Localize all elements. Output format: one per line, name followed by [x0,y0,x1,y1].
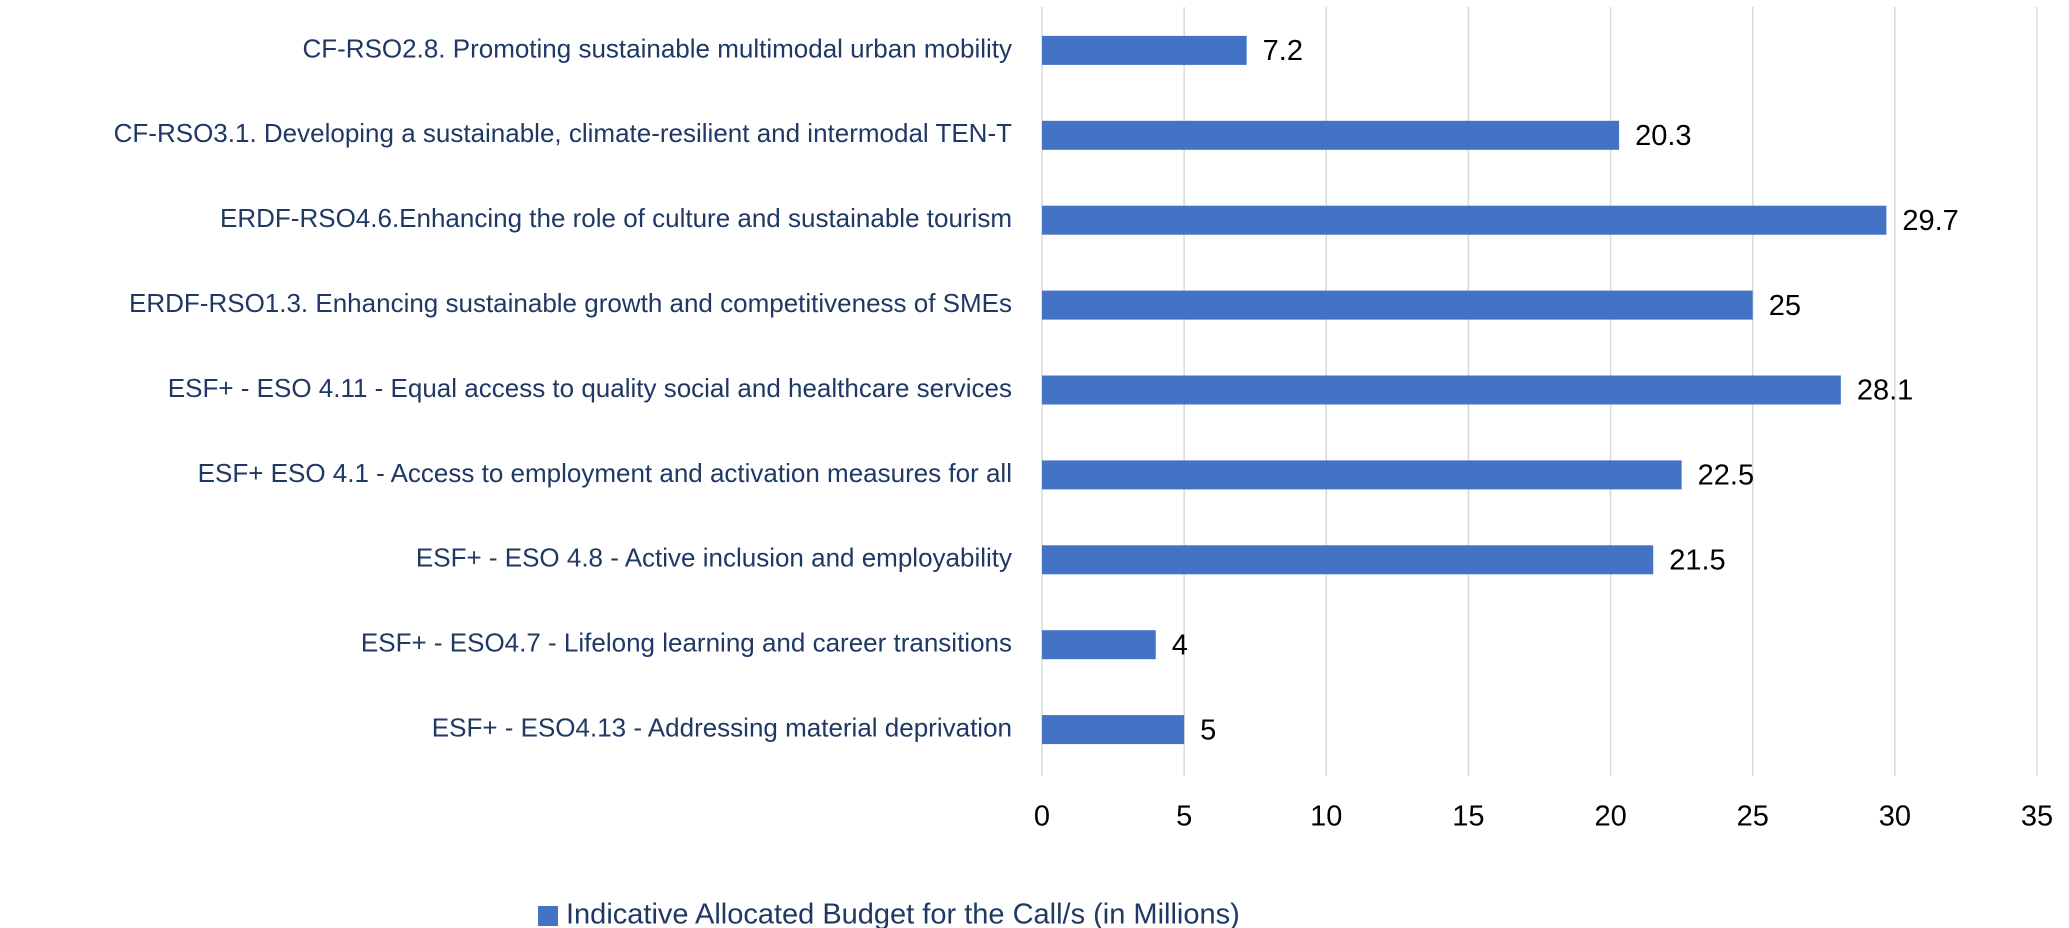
bar [1042,460,1682,490]
bar [1042,630,1156,660]
category-label: ERDF-RSO4.6.Enhancing the role of cultur… [220,203,1012,233]
value-label: 29.7 [1902,205,1958,237]
x-tick-label: 0 [1034,801,1050,833]
x-tick-label: 35 [2021,801,2053,833]
value-label: 22.5 [1698,460,1754,492]
legend-label: Indicative Allocated Budget for the Call… [566,899,1240,928]
x-tick-label: 25 [1737,801,1769,833]
value-label: 5 [1200,714,1216,746]
category-label: CF-RSO2.8. Promoting sustainable multimo… [302,33,1012,63]
bar [1042,35,1247,65]
bar [1042,205,1887,235]
value-label: 7.2 [1263,35,1303,67]
x-tick-label: 5 [1176,801,1192,833]
category-label: ESF+ - ESO4.7 - Lifelong learning and ca… [361,628,1012,658]
category-label: ESF+ - ESO 4.8 - Active inclusion and em… [416,543,1012,573]
x-tick-label: 10 [1310,801,1342,833]
category-label: ESF+ - ESO 4.11 - Equal access to qualit… [168,373,1012,403]
legend-swatch [538,906,558,926]
value-label: 4 [1172,629,1188,661]
category-label: ESF+ ESO 4.1 - Access to employment and … [198,458,1012,488]
category-label: CF-RSO3.1. Developing a sustainable, cli… [114,118,1012,148]
x-tick-label: 20 [1594,801,1626,833]
category-label: ERDF-RSO1.3. Enhancing sustainable growt… [129,288,1012,318]
value-label: 25 [1769,290,1801,322]
bar [1042,120,1620,150]
x-tick-label: 15 [1452,801,1484,833]
bar [1042,290,1753,320]
bar [1042,375,1841,405]
category-label: ESF+ - ESO4.13 - Addressing material dep… [432,712,1012,742]
value-label: 21.5 [1669,544,1725,576]
value-label: 20.3 [1635,120,1691,152]
value-label: 28.1 [1857,375,1913,407]
bar [1042,715,1185,745]
x-tick-label: 30 [1879,801,1911,833]
bar [1042,545,1654,575]
